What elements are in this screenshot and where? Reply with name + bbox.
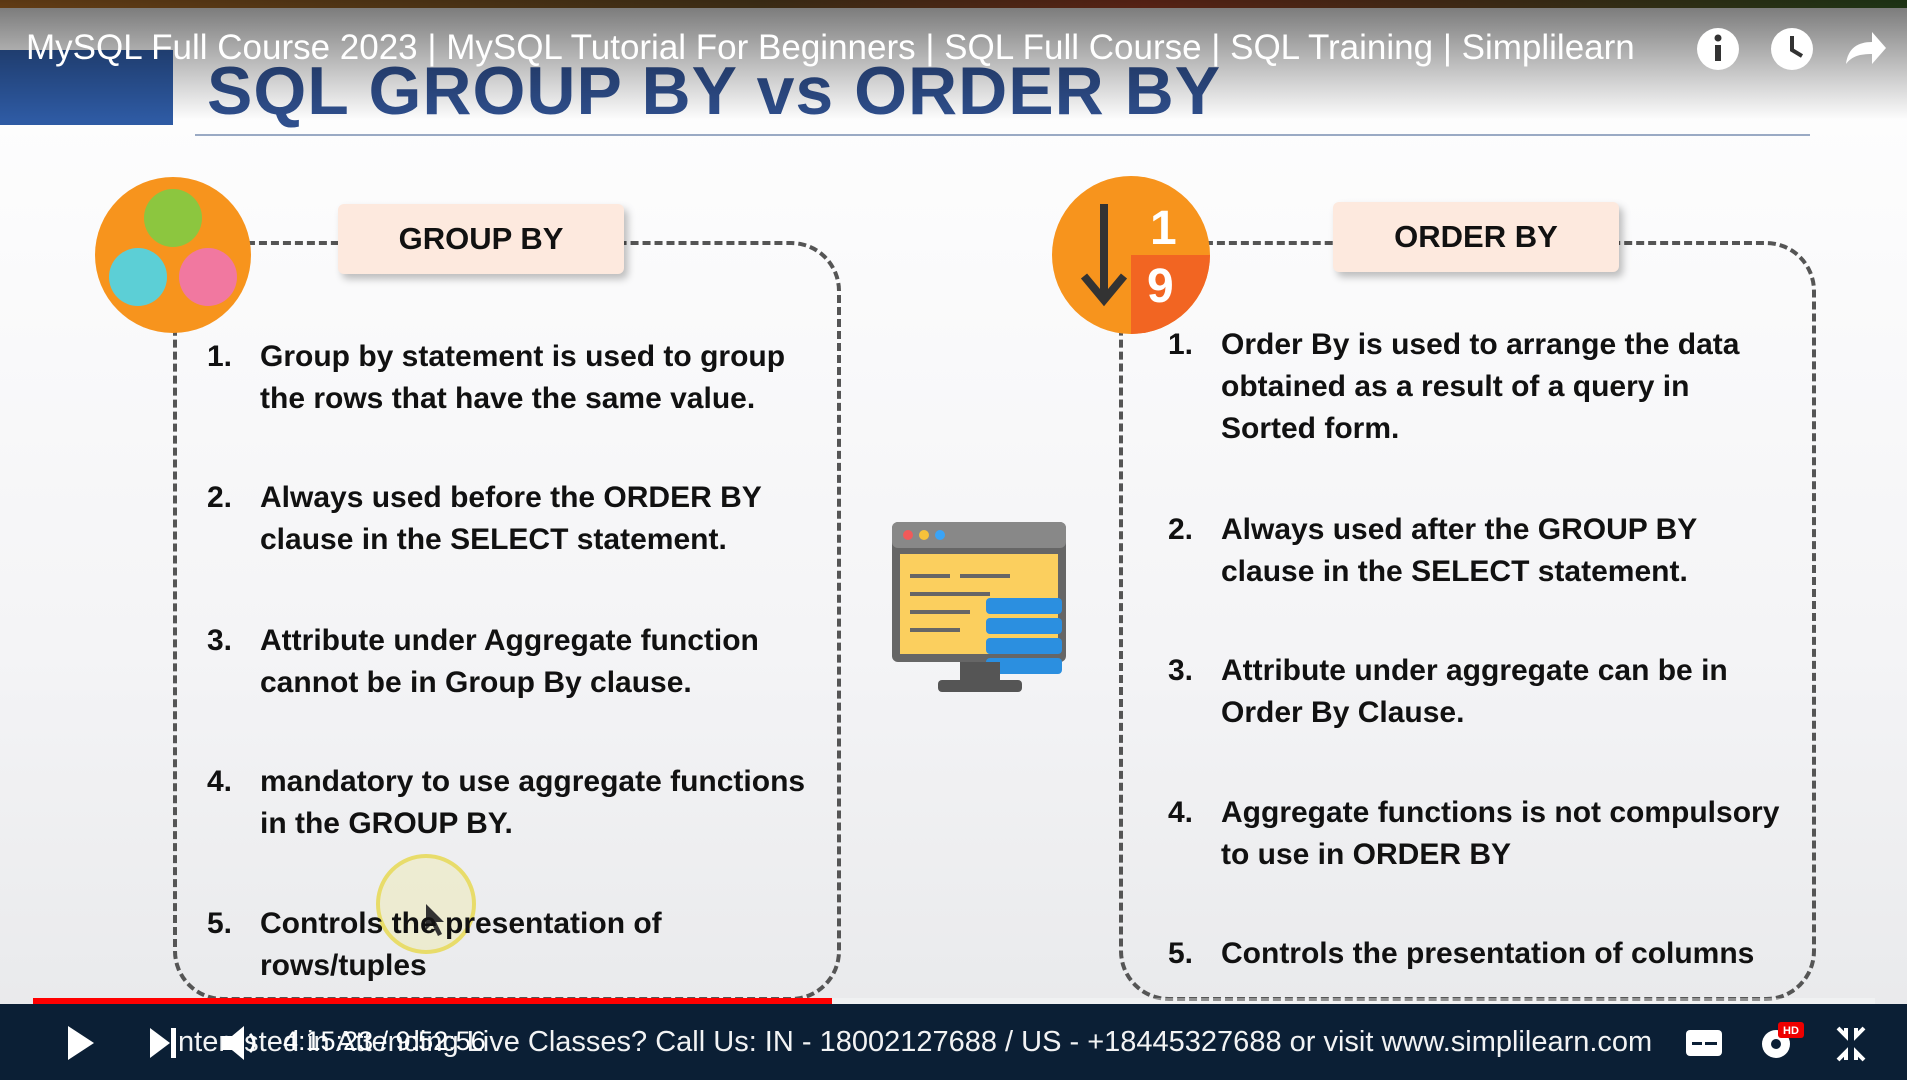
list-item: 5. Controls the presentation of columns xyxy=(1168,933,1754,975)
item-text: Group by statement is used to group the r… xyxy=(260,336,785,420)
item-number: 2. xyxy=(207,481,233,514)
item-line: mandatory to use aggregate functions xyxy=(260,765,806,798)
item-line: Group by statement is used to group xyxy=(260,340,786,373)
progress-played xyxy=(33,998,832,1004)
item-number: 3. xyxy=(207,624,233,657)
item-line: Aggregate functions is not compulsory xyxy=(1221,796,1780,829)
time-display: 4:15:23 / 9:52:56 xyxy=(283,1026,486,1056)
item-line: Sorted form. xyxy=(1221,412,1400,445)
list-item: 2. Always used after the GROUP BY clause i… xyxy=(1168,509,1697,593)
item-text: Attribute under Aggregate function cannot… xyxy=(260,620,759,704)
list-item: 4. mandatory to use aggregate functions in… xyxy=(207,761,805,845)
list-item: 3. Attribute under Aggregate function cann… xyxy=(207,620,759,704)
panel-heading: ORDER BY xyxy=(1333,202,1619,272)
settings-button[interactable]: HD xyxy=(1762,1022,1804,1058)
cursor-highlight xyxy=(376,854,476,954)
item-line: clause in the SELECT statement. xyxy=(1221,555,1688,588)
list-item: 1. Group by statement is used to group the… xyxy=(207,336,785,420)
play-button[interactable] xyxy=(68,1026,94,1060)
control-bar xyxy=(0,1004,1907,1080)
item-text: mandatory to use aggregate functions in t… xyxy=(260,761,805,845)
list-item: 3. Attribute under aggregate can be in Ord… xyxy=(1168,650,1728,734)
item-number: 1. xyxy=(207,340,233,373)
item-line: in the GROUP BY. xyxy=(260,807,513,840)
item-number: 1. xyxy=(1168,328,1194,361)
video-title: MySQL Full Course 2023 | MySQL Tutorial … xyxy=(26,28,1635,67)
list-item: 5. Controls the presentation of rows/tuple… xyxy=(207,903,662,987)
item-number: 3. xyxy=(1168,654,1194,687)
item-line: the rows that have the same value. xyxy=(260,382,756,415)
subtitles-button[interactable] xyxy=(1686,1030,1722,1056)
volume-button[interactable] xyxy=(222,1026,256,1060)
item-line: rows/tuples xyxy=(260,949,427,982)
item-line: Always used before the ORDER BY xyxy=(260,481,762,514)
code-icon xyxy=(892,522,1066,692)
item-number: 2. xyxy=(1168,513,1194,546)
watch-later-button[interactable] xyxy=(1771,28,1813,70)
item-text: Attribute under aggregate can be in Order… xyxy=(1221,650,1728,734)
item-text: Always used before the ORDER BY clause in… xyxy=(260,477,762,561)
item-number: 4. xyxy=(207,765,233,798)
next-button[interactable] xyxy=(150,1028,176,1058)
group-icon xyxy=(95,177,251,333)
item-line: Always used after the GROUP BY xyxy=(1221,513,1698,546)
sort-icon: 1 9 xyxy=(1052,176,1210,334)
item-text: Controls the presentation of rows/tuples xyxy=(260,903,662,987)
item-number: 5. xyxy=(207,907,233,940)
item-line: Controls the presentation of columns xyxy=(1221,937,1755,970)
control-icons: HD xyxy=(68,1022,1866,1062)
ticker-text: Interested in Attending Live Classes? Ca… xyxy=(170,1026,1653,1058)
svg-text:HD: HD xyxy=(1783,1025,1799,1037)
info-button[interactable] xyxy=(1697,28,1739,70)
item-line: to use in ORDER BY xyxy=(1221,838,1512,871)
item-line: Order By Clause. xyxy=(1221,696,1465,729)
item-line: Controls the presentation of xyxy=(260,907,662,940)
svg-text:1: 1 xyxy=(1150,202,1177,255)
item-line: obtained as a result of a query in xyxy=(1221,370,1690,403)
item-line: Order By is used to arrange the data xyxy=(1221,328,1740,361)
exit-fullscreen-button[interactable] xyxy=(1836,1026,1866,1062)
item-line: Attribute under aggregate can be in xyxy=(1221,654,1728,687)
item-text: Always used after the GROUP BY clause in … xyxy=(1221,509,1697,593)
item-line: Attribute under Aggregate function xyxy=(260,624,759,657)
item-text: Order By is used to arrange the data obta… xyxy=(1221,324,1739,450)
item-text: Controls the presentation of columns xyxy=(1221,933,1754,975)
panel-heading: GROUP BY xyxy=(338,204,624,274)
item-text: Aggregate functions is not compulsory to … xyxy=(1221,792,1779,876)
top-actions xyxy=(1697,28,1886,70)
item-number: 5. xyxy=(1168,937,1194,970)
item-line: clause in the SELECT statement. xyxy=(260,523,727,556)
share-button[interactable] xyxy=(1846,32,1886,64)
list-item: 4. Aggregate functions is not compulsory t… xyxy=(1168,792,1779,876)
item-line: cannot be in Group By clause. xyxy=(260,666,692,699)
svg-text:9: 9 xyxy=(1147,260,1174,313)
progress-track[interactable] xyxy=(33,998,1875,1004)
list-item: 2. Always used before the ORDER BY clause … xyxy=(207,477,762,561)
item-number: 4. xyxy=(1168,796,1194,829)
title-overlay xyxy=(0,0,1907,120)
title-underline xyxy=(195,134,1810,136)
list-item: 1. Order By is used to arrange the data ob… xyxy=(1168,324,1739,450)
